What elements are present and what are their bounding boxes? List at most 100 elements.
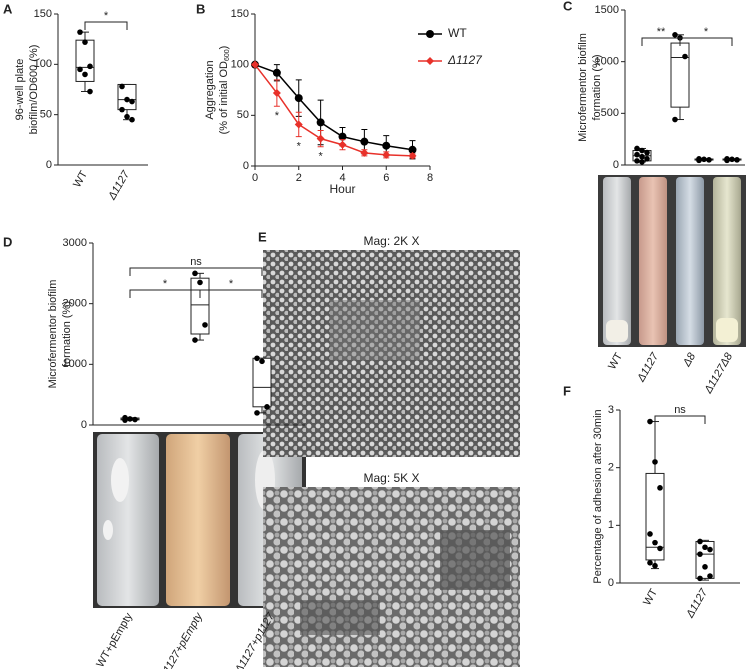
data-point (408, 151, 417, 160)
y-axis-label: Microfermentor biofilm (577, 33, 589, 142)
data-point (682, 53, 688, 60)
x-tick-label: 2 (296, 172, 302, 184)
annotation: * (275, 110, 280, 122)
y-tick-label: 0 (81, 419, 87, 431)
panel-label: D (3, 234, 12, 249)
y-tick-label: 0 (613, 159, 619, 171)
significance-label: ns (190, 256, 202, 268)
data-point (192, 337, 198, 343)
y-tick-label: 150 (34, 8, 52, 20)
box (190, 277, 210, 335)
y-tick-label: 3000 (63, 237, 87, 249)
box (670, 42, 690, 108)
image-title: Mag: 2K X (363, 234, 419, 248)
significance-label: ** (657, 26, 666, 38)
data-point (122, 417, 128, 423)
y-tick-label: 100 (231, 59, 249, 71)
data-point (652, 539, 658, 546)
significance-bracket (129, 289, 201, 298)
significance-bracket (129, 267, 263, 276)
y-tick-label: 2000 (63, 298, 87, 310)
data-point (647, 531, 653, 537)
data-point (697, 538, 703, 545)
data-point (124, 113, 130, 120)
significance-label: * (163, 278, 168, 290)
y-tick-label: 50 (40, 109, 52, 121)
legend-label: Δ1127 (447, 53, 483, 67)
data-point (129, 98, 135, 105)
y-tick-label: 2 (608, 462, 614, 474)
x-tick-label: 0 (252, 172, 258, 184)
x-tick-label: Δ1127 (106, 168, 133, 203)
x-tick-label: WT (71, 169, 90, 190)
data-point (264, 404, 270, 410)
panel-label: E (258, 229, 267, 244)
sem-shade (440, 530, 510, 590)
data-point (251, 60, 259, 69)
x-tick-label: Δ1127 (635, 350, 662, 385)
data-point (639, 159, 645, 165)
data-point (338, 132, 347, 141)
x-tick-label: 4 (339, 172, 345, 184)
significance-label: * (104, 10, 109, 22)
y-axis-label: (% of initial OD600) (218, 46, 231, 135)
y-axis-label: biofilm/OD600 (%) (28, 45, 40, 135)
y-tick-label: 50 (237, 109, 249, 121)
legend-marker (426, 30, 434, 38)
data-point (87, 88, 93, 95)
y-tick-label: 500 (601, 107, 619, 119)
significance-bracket (679, 37, 733, 46)
y-tick-label: 1 (608, 519, 614, 531)
y-axis-label: Microfermentor biofilm (47, 280, 59, 389)
data-point (202, 322, 208, 328)
y-tick-label: 0 (608, 577, 614, 589)
image-title: Mag: 5K X (363, 471, 419, 485)
data-point (259, 358, 265, 365)
data-point (272, 68, 281, 77)
data-point (382, 150, 391, 159)
data-point (672, 116, 678, 123)
data-point (657, 545, 663, 552)
data-point (644, 156, 650, 162)
y-axis-label: Aggregation (204, 60, 216, 119)
series-line (254, 63, 413, 151)
data-point (192, 270, 198, 277)
data-point (254, 355, 260, 362)
data-point (734, 157, 740, 163)
data-point (127, 416, 133, 422)
data-point (408, 145, 417, 154)
data-point (647, 560, 653, 566)
data-point (197, 279, 203, 286)
panel-label: A (3, 1, 13, 16)
data-point (639, 153, 645, 160)
x-tick-label: 6 (383, 172, 389, 184)
data-point (639, 147, 645, 154)
data-point (338, 140, 347, 149)
y-tick-label: 150 (231, 8, 249, 20)
data-point (119, 106, 125, 113)
panel-label: F (563, 383, 571, 398)
data-point (701, 156, 707, 163)
data-point (647, 418, 653, 425)
label-part: (% of initial OD (218, 61, 230, 134)
box (252, 357, 272, 408)
data-point (82, 39, 88, 45)
y-axis-label: Percentage of adhesion after 30min (592, 409, 604, 583)
y-tick-label: 1500 (595, 4, 619, 16)
x-tick-label: Δ1127+pEmpty (157, 610, 206, 669)
significance-bracket (199, 289, 263, 298)
x-tick-label: Δ1127Δ8 (702, 350, 736, 396)
sem-image (263, 250, 520, 457)
sem-shade (330, 300, 420, 360)
data-point (707, 573, 713, 579)
sem-shade (300, 600, 380, 635)
y-axis-label: formation (%) (591, 54, 603, 120)
data-point (697, 551, 703, 557)
box (645, 472, 665, 561)
panel-label: B (196, 1, 205, 16)
data-point (132, 416, 138, 423)
x-tick-label: WT (641, 587, 660, 608)
data-point (634, 158, 640, 164)
y-axis-label: 96-well plate (14, 59, 26, 121)
